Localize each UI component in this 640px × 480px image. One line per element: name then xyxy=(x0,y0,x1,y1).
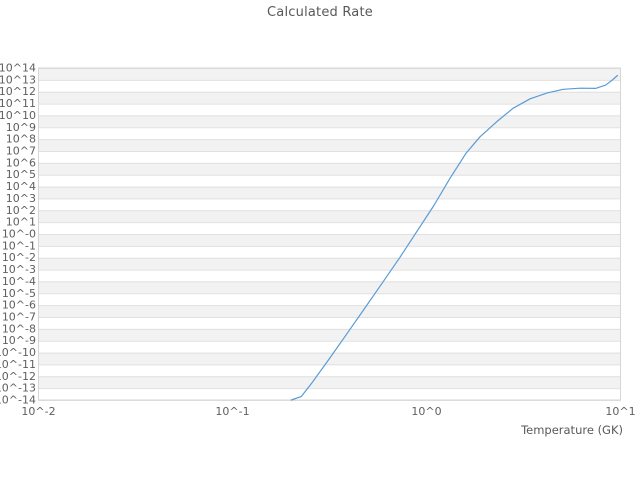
x-axis-title: Temperature (GK) xyxy=(520,423,623,437)
y-tick-label: 10^-13 xyxy=(0,382,36,395)
y-tick-label: 10^-3 xyxy=(2,263,36,276)
y-tick-label: 10^-5 xyxy=(2,287,36,300)
decade-band xyxy=(38,68,621,80)
decade-band xyxy=(38,328,621,341)
rate-curve xyxy=(290,74,619,401)
y-tick-label: 10^12 xyxy=(0,85,36,98)
y-tick-label: 10^14 xyxy=(0,62,36,75)
y-tick-label: 10^4 xyxy=(6,180,36,193)
decade-band xyxy=(38,234,621,246)
y-tick-label: 10^-11 xyxy=(0,358,36,371)
y-tick-label: 10^-8 xyxy=(2,322,36,335)
y-tick-label: 10^11 xyxy=(0,97,36,110)
x-tick-label: 10^-2 xyxy=(21,405,55,418)
y-tick-label: 10^-1 xyxy=(2,239,36,252)
y-tick-label: 10^-0 xyxy=(2,228,36,241)
decade-band xyxy=(38,210,621,223)
decade-band xyxy=(38,91,621,104)
decade-band xyxy=(38,162,621,175)
y-tick-label: 10^-10 xyxy=(0,346,36,359)
y-tick-label: 10^3 xyxy=(6,192,36,205)
y-tick-label: 10^-9 xyxy=(2,334,36,347)
y-tick-label: 10^7 xyxy=(6,145,36,158)
y-tick-label: 10^5 xyxy=(6,168,36,181)
y-tick-label: 10^8 xyxy=(6,133,36,146)
decade-band xyxy=(38,281,621,294)
y-tick-label: 10^9 xyxy=(6,121,36,134)
y-tick-label: 10^-14 xyxy=(0,394,36,407)
y-tick-label: 10^6 xyxy=(6,156,36,169)
decade-band xyxy=(38,115,621,128)
x-tick-label: 10^1 xyxy=(605,405,635,418)
decade-band xyxy=(38,376,621,389)
plot-border xyxy=(38,67,621,401)
decade-band xyxy=(38,139,621,151)
y-tick-label: 10^-2 xyxy=(2,251,36,264)
y-tick-label: 10^2 xyxy=(6,204,36,217)
y-tick-label: 10^-6 xyxy=(2,299,36,312)
chart-title: Calculated Rate xyxy=(267,5,373,20)
y-tick-label: 10^-4 xyxy=(2,275,36,288)
x-tick-label: 10^0 xyxy=(411,405,441,418)
decade-band xyxy=(38,305,621,317)
y-tick-label: 10^-7 xyxy=(2,311,36,324)
x-tick-label: 10^-1 xyxy=(215,405,249,418)
decade-band xyxy=(38,186,621,199)
decade-band xyxy=(38,257,621,270)
y-tick-label: 10^-12 xyxy=(0,370,36,383)
y-tick-label: 10^10 xyxy=(0,109,36,122)
y-tick-label: 10^1 xyxy=(6,216,36,229)
y-tick-label: 10^13 xyxy=(0,73,36,86)
